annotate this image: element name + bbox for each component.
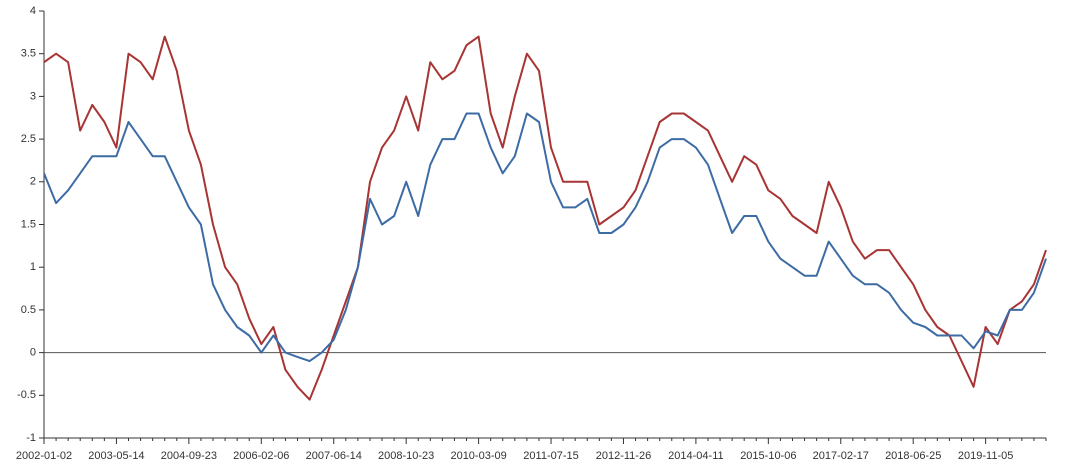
y-tick-label: 2 xyxy=(30,176,36,188)
y-tick-label: 4 xyxy=(30,5,36,17)
y-tick-label: -1 xyxy=(26,432,36,444)
series-line xyxy=(43,35,1047,401)
y-tick-label: 2.5 xyxy=(21,133,36,145)
x-tick-label: 2012-11-26 xyxy=(596,450,651,462)
y-tick-label: 3 xyxy=(30,90,36,102)
y-tick-label: 1.5 xyxy=(21,218,36,230)
y-tick-label: 0 xyxy=(30,347,36,359)
x-tick-label: 2018-06-25 xyxy=(885,450,941,462)
x-tick-label: 2004-09-23 xyxy=(161,450,217,462)
x-tick-label: 2003-05-14 xyxy=(88,450,144,462)
x-tick-label: 2006-02-06 xyxy=(233,450,289,462)
x-tick-label: 2002-01-02 xyxy=(16,450,72,462)
x-tick-label: 2017-02-17 xyxy=(813,450,869,462)
y-tick-label: -0.5 xyxy=(17,389,36,401)
x-tick-label: 2010-03-09 xyxy=(450,450,506,462)
x-tick-label: 2015-10-06 xyxy=(740,450,796,462)
y-tick-label: 3.5 xyxy=(21,48,36,60)
x-tick-label: 2019-11-05 xyxy=(958,450,1013,462)
x-tick-label: 2007-06-14 xyxy=(306,450,362,462)
y-tick-label: 0.5 xyxy=(21,304,36,316)
x-tick-label: 2014-04-11 xyxy=(668,450,723,462)
x-tick-label: 2011-07-15 xyxy=(523,450,578,462)
y-tick-label: 1 xyxy=(30,261,36,273)
x-tick-label: 2008-10-23 xyxy=(378,450,434,462)
series-line xyxy=(43,112,1047,363)
